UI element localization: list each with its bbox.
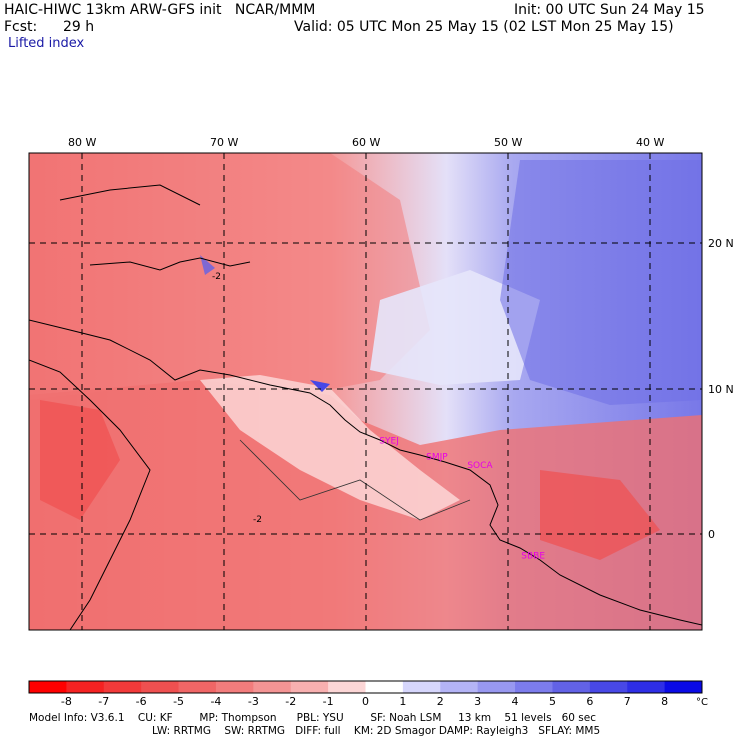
- station-label: SOCA: [467, 461, 493, 471]
- model-info-line2: LW: RRTMG SW: RRTMG DIFF: full KM: 2D Sm…: [152, 725, 601, 737]
- colorbar-frame: [28, 680, 703, 694]
- forecast-label: Fcst:: [4, 19, 38, 35]
- colorbar-swatch: [215, 681, 254, 693]
- station-label: SBBE: [521, 551, 545, 561]
- coastline-central: [29, 359, 151, 630]
- field-name: Lifted index: [8, 36, 85, 51]
- forecast-hour: 29 h: [63, 19, 95, 35]
- station-label: SMJP: [426, 452, 448, 462]
- colorbar-tick-label: -8: [61, 695, 72, 708]
- lat-label-0: 0: [708, 528, 715, 541]
- coastline-south-america: [29, 319, 702, 626]
- contour-label: -2: [212, 272, 221, 282]
- colorbar-swatch: [589, 681, 628, 693]
- model-info-line1: Model Info: V3.6.1 CU: KF MP: Thompson P…: [29, 712, 596, 724]
- colorbar-unit: °C: [696, 697, 708, 708]
- colorbar-tick-label: 3: [474, 695, 481, 708]
- lon-label-80w: 80 W: [68, 136, 96, 149]
- unstable-core-west: [40, 400, 120, 520]
- station-markers: SYEJ SMJP SOCA SBBE: [379, 436, 545, 561]
- stable-spot-2: [200, 255, 215, 275]
- colorbar-swatch: [440, 681, 479, 693]
- colorbar-tick-label: 5: [549, 695, 556, 708]
- graticule: [29, 153, 702, 630]
- colorbar-swatch: [552, 681, 591, 693]
- colorbar-tick-label: 6: [586, 695, 593, 708]
- colorbar-tick-label: -7: [98, 695, 109, 708]
- colorbar-swatch: [103, 681, 142, 693]
- colorbar-swatch: [664, 681, 703, 693]
- neutral-region: [200, 375, 460, 520]
- colorbar-tick-label: 8: [661, 695, 668, 708]
- colorbar-tick-label: -2: [285, 695, 296, 708]
- coastline-antilles: [89, 257, 251, 271]
- unstable-region-north: [29, 153, 430, 400]
- colorbar-swatch: [627, 681, 666, 693]
- lon-label-50w: 50 W: [494, 136, 522, 149]
- colorbar: -8 -7 -6 -5 -4 -3 -2 -1 0 1 2 3 4 5 6 7 8 °C: [28, 680, 708, 708]
- colorbar-tick-label: -3: [248, 695, 259, 708]
- colorbar-swatch: [253, 681, 292, 693]
- colorbar-tick-label: 4: [512, 695, 519, 708]
- colorbar-tick-label: -4: [210, 695, 221, 708]
- colorbar-swatch: [515, 681, 553, 693]
- lon-label-40w: 40 W: [636, 136, 664, 149]
- colorbar-tick-label: 1: [399, 695, 406, 708]
- map-frame: [28, 152, 703, 631]
- unstable-core-east: [540, 470, 660, 560]
- colorbar-swatch: [290, 681, 329, 693]
- lon-label-60w: 60 W: [352, 136, 380, 149]
- lat-label-20n: 20 N: [708, 237, 734, 250]
- valid-time: Valid: 05 UTC Mon 25 May 15 (02 LST Mon …: [294, 19, 674, 35]
- colorbar-swatch: [328, 681, 366, 693]
- country-borders: [239, 439, 471, 521]
- station-label: SYEJ: [379, 436, 399, 446]
- colorbar-tick-label: 0: [362, 695, 369, 708]
- colorbar-swatch: [29, 681, 67, 693]
- colorbar-swatch: [66, 681, 105, 693]
- colorbar-swatch: [141, 681, 180, 693]
- colorbar-swatch: [365, 681, 404, 693]
- lat-label-10n: 10 N: [708, 383, 734, 396]
- colorbar-tick-label: -1: [323, 695, 334, 708]
- coastline-cuba: [59, 184, 201, 206]
- contour-label: -2: [253, 515, 262, 525]
- colorbar-tick-label: 2: [437, 695, 444, 708]
- colorbar-swatch: [477, 681, 516, 693]
- colorbar-tick-label: -6: [136, 695, 147, 708]
- stable-spot: [310, 380, 330, 392]
- init-time: Init: 00 UTC Sun 24 May 15: [514, 2, 705, 18]
- stable-region-light: [370, 270, 540, 385]
- colorbar-swatch: [402, 681, 441, 693]
- colorbar-tick-label: -5: [173, 695, 184, 708]
- colorbar-swatch: [178, 681, 217, 693]
- map-title: HAIC-HIWC 13km ARW-GFS init NCAR/MMM: [4, 2, 316, 18]
- colorbar-tick-label: 7: [624, 695, 631, 708]
- stable-region-east: [500, 160, 702, 405]
- lon-label-70w: 70 W: [210, 136, 238, 149]
